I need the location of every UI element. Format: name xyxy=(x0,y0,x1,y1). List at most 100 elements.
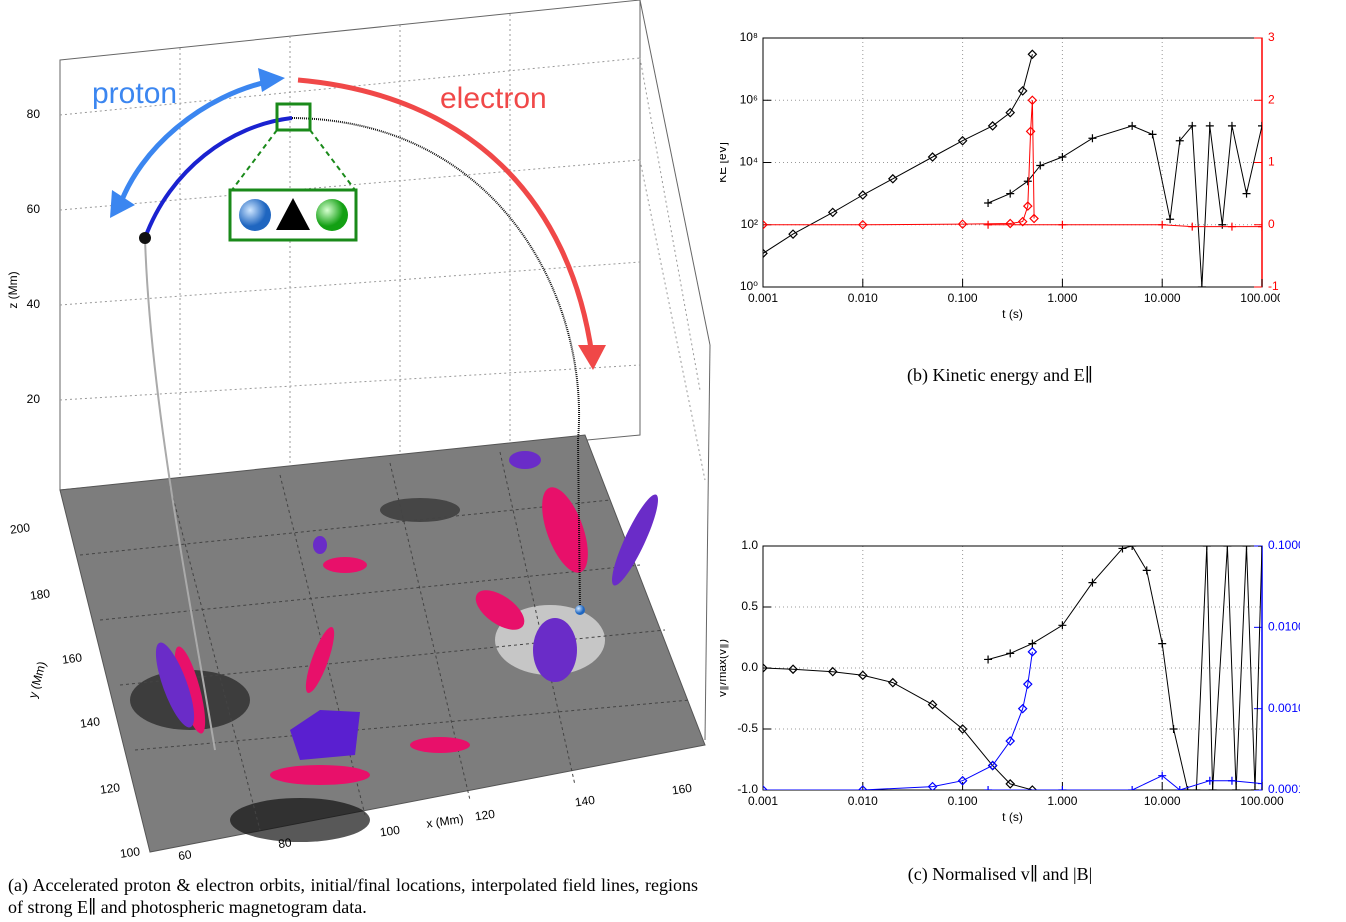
data-point xyxy=(1169,725,1178,733)
data-point xyxy=(857,219,868,230)
data-point xyxy=(984,786,993,790)
y-tick-label: 180 xyxy=(29,586,51,603)
data-point xyxy=(1258,121,1262,130)
y2-tick-label: 0 xyxy=(1268,217,1275,231)
data-point xyxy=(987,121,998,131)
data-point xyxy=(1205,121,1214,130)
y-tick-label: 0.0 xyxy=(741,660,758,674)
data-point xyxy=(1192,786,1201,790)
electron-label: electron xyxy=(440,82,547,115)
series-line xyxy=(987,546,1262,790)
proton-label: proton xyxy=(92,77,177,110)
y-tick-label: 10⁸ xyxy=(740,30,758,44)
data-point xyxy=(987,760,998,771)
x-axis-label: t (s) xyxy=(1002,307,1023,321)
series-line xyxy=(763,54,1033,254)
data-point xyxy=(1202,546,1211,550)
data-point xyxy=(1058,786,1067,790)
data-point xyxy=(1058,220,1067,229)
z-tick-label: 20 xyxy=(27,392,41,406)
caption-c: (c) Normalised v∥ and |B| xyxy=(907,864,1093,884)
data-point xyxy=(887,173,898,184)
data-point xyxy=(788,664,798,675)
data-point xyxy=(763,785,768,790)
x-tick-label: 80 xyxy=(277,835,292,851)
data-point xyxy=(1005,779,1016,789)
x-tick-label: 1.000 xyxy=(1047,291,1077,305)
x-tick-label: 160 xyxy=(671,781,693,798)
data-point xyxy=(788,229,798,239)
data-point xyxy=(1022,201,1033,211)
x-tick-label: 120 xyxy=(474,807,496,824)
x-tick-label: 0.001 xyxy=(748,291,778,305)
y-tick-label: -1.0 xyxy=(737,782,758,796)
y-tick-label: 140 xyxy=(79,714,101,731)
chart-b: 0.001 0.010 0.100 1.000 10.000 100.000 10⁰ 10² 1… xyxy=(720,30,1280,321)
x-axis-label: t (s) xyxy=(1002,810,1023,824)
caption-a: (a) Accelerated proton & electron orbits… xyxy=(8,875,698,917)
data-point xyxy=(1036,161,1045,170)
data-point xyxy=(1188,222,1197,231)
data-point xyxy=(957,724,968,734)
y2-tick-label: -1 xyxy=(1268,279,1279,293)
x-axis-label: x (Mm) xyxy=(425,812,464,831)
data-point xyxy=(827,207,838,218)
x-tick-label: 10.000 xyxy=(1144,794,1181,808)
data-point xyxy=(927,699,938,710)
magnetogram-floor xyxy=(59,434,706,853)
data-point xyxy=(1017,86,1028,96)
data-point xyxy=(1166,215,1175,224)
data-point xyxy=(1250,786,1259,790)
data-point xyxy=(1227,222,1236,231)
orbits xyxy=(139,116,585,751)
data-point xyxy=(1029,213,1039,224)
data-point xyxy=(1128,121,1137,130)
series-line xyxy=(987,124,1262,287)
data-point xyxy=(763,663,768,673)
y-tick-label: 10⁰ xyxy=(740,279,758,293)
data-point xyxy=(1017,216,1028,227)
x-tick-label: 0.001 xyxy=(748,794,778,808)
data-point xyxy=(1232,786,1241,790)
series-line xyxy=(763,651,1033,790)
data-point xyxy=(1242,189,1251,198)
data-point xyxy=(984,198,993,207)
y2-tick-label: 2 xyxy=(1268,92,1275,106)
data-point xyxy=(1005,736,1016,746)
data-point xyxy=(1223,546,1232,550)
x-tick-label: 100.000 xyxy=(1240,291,1280,305)
data-point xyxy=(1242,546,1251,550)
data-point xyxy=(1158,771,1167,780)
data-point xyxy=(1023,177,1032,186)
data-point xyxy=(1027,95,1038,106)
y-tick-label: 100 xyxy=(119,844,141,861)
data-point xyxy=(1088,134,1097,143)
data-point xyxy=(1218,220,1227,229)
data-point xyxy=(1006,189,1015,198)
series-line xyxy=(988,224,1262,228)
data-point xyxy=(1175,136,1184,145)
data-point xyxy=(1005,107,1016,118)
z-tick-label: 40 xyxy=(27,297,41,311)
x-tick-label: 1.000 xyxy=(1047,794,1077,808)
data-point xyxy=(1028,639,1037,648)
data-point xyxy=(1017,703,1028,714)
data-point xyxy=(1027,785,1038,790)
y-axis-label: KE [eV] xyxy=(720,142,729,183)
x-tick-label: 0.100 xyxy=(948,794,978,808)
data-point xyxy=(1088,578,1097,587)
data-point xyxy=(1022,679,1033,690)
data-point xyxy=(1258,779,1262,788)
data-point xyxy=(1258,222,1262,231)
data-point xyxy=(984,655,993,664)
data-point xyxy=(857,190,868,200)
arrows xyxy=(110,68,606,370)
y-tick-label: 0.5 xyxy=(741,599,758,613)
data-point xyxy=(1158,220,1167,229)
y2-tick-label: 3 xyxy=(1268,30,1275,44)
x-tick-label: 60 xyxy=(177,847,192,863)
data-point xyxy=(957,219,968,229)
data-point xyxy=(927,152,938,162)
